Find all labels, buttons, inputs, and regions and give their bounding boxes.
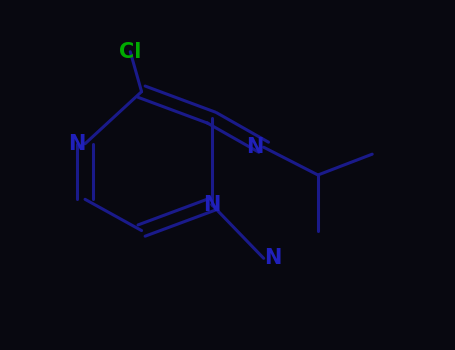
Text: N: N [264, 248, 281, 268]
Text: N: N [246, 137, 264, 157]
Text: N: N [203, 195, 220, 215]
Text: Cl: Cl [119, 42, 142, 62]
Text: N: N [68, 134, 85, 154]
